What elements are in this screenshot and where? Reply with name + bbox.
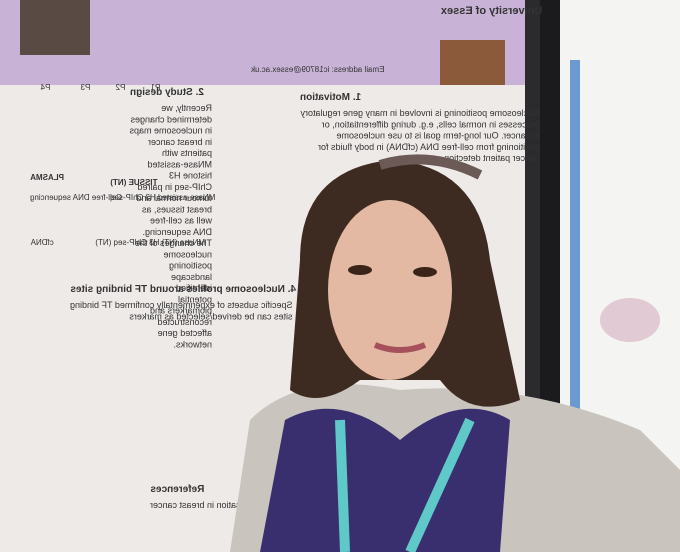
lanyard	[335, 417, 475, 555]
lips	[373, 342, 427, 353]
section-body: Recently, we determined changes in nucleos…	[129, 103, 213, 349]
section-body: Specific subsets of experimentally confi…	[70, 300, 292, 321]
poster-label: Cell-free DNA sequencing	[30, 193, 122, 202]
venn	[600, 298, 660, 342]
eye	[413, 267, 437, 277]
sunglasses	[378, 154, 483, 180]
section-body: Nucleosome positioning is involved in ma…	[300, 108, 540, 163]
poster-text: University of Essex Email address: ic1870…	[30, 5, 542, 510]
poster-stripe	[570, 60, 580, 440]
poster-label: MNase (NT) H3 ChIP-seq (NT)	[95, 238, 205, 247]
section-title: References	[150, 484, 204, 495]
email: Email address: ic18709@essex.ac.uk	[250, 65, 385, 74]
section-title: 2. Study design	[130, 87, 204, 98]
logo-image	[440, 40, 505, 85]
eye	[348, 265, 372, 275]
poster-label: TISSUE (NT)	[110, 178, 157, 187]
portrait	[20, 0, 90, 55]
poster-label: P1	[150, 83, 160, 92]
face	[328, 200, 452, 380]
poster-label: P3	[80, 83, 90, 92]
scarf	[260, 408, 510, 552]
poster-label: P2	[115, 83, 125, 92]
poster-label: P4	[40, 83, 50, 92]
section-title: 1. Motivation	[300, 92, 361, 103]
poster-label: cfDNA	[30, 238, 54, 247]
poster-label: PLASMA	[30, 173, 64, 182]
section-title: 4. Nucleosome profiles around TF binding…	[70, 284, 296, 295]
university: University of Essex	[440, 5, 542, 17]
poster-label: MNase-assisted H3 ChIP-seq	[110, 193, 215, 202]
